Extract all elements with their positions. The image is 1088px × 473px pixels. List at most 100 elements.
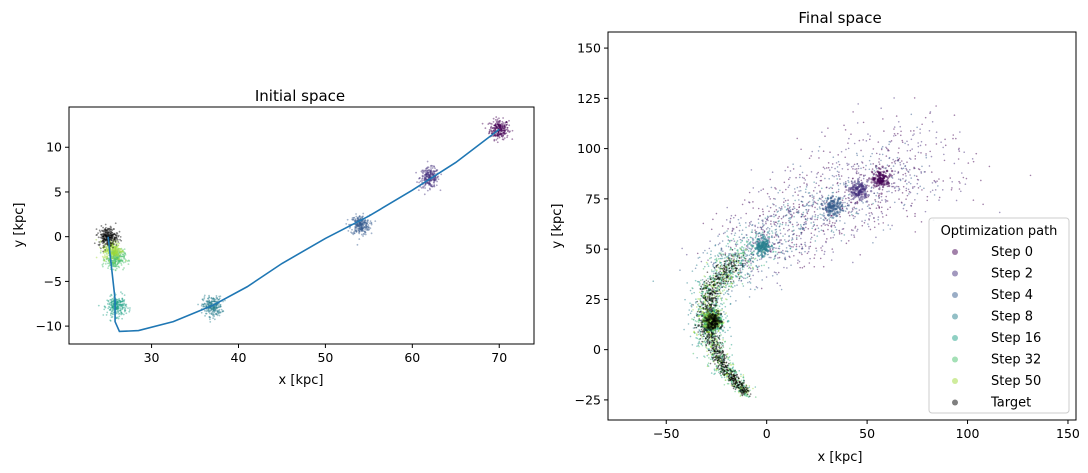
point [111, 306, 113, 308]
point [810, 222, 812, 224]
point [732, 216, 735, 219]
point [433, 165, 435, 168]
point [888, 140, 891, 143]
point [738, 222, 741, 225]
point [913, 130, 915, 132]
point [365, 226, 368, 229]
point [115, 305, 118, 308]
point [113, 253, 115, 256]
point [847, 239, 850, 242]
point [214, 307, 216, 310]
point [505, 123, 508, 126]
point [215, 296, 218, 299]
point [847, 147, 850, 150]
point [110, 235, 113, 238]
point [109, 225, 112, 228]
point [121, 317, 124, 320]
point [357, 218, 360, 220]
point [364, 231, 367, 234]
point [850, 165, 853, 168]
point [212, 309, 215, 312]
point [914, 231, 917, 233]
point [435, 179, 437, 182]
point [818, 145, 821, 148]
point [839, 178, 841, 180]
point [360, 227, 363, 229]
point [865, 214, 868, 216]
point [433, 185, 436, 188]
point [113, 233, 116, 236]
point [218, 311, 221, 314]
point [697, 342, 700, 345]
point [112, 257, 114, 260]
point [210, 313, 213, 315]
point [784, 169, 787, 172]
point [756, 268, 759, 271]
point [115, 245, 118, 248]
point [971, 158, 974, 160]
point [114, 246, 117, 249]
point [755, 286, 758, 288]
point [212, 317, 214, 320]
point [361, 225, 364, 228]
point [787, 224, 790, 227]
point [822, 218, 825, 221]
point [760, 287, 763, 290]
point [938, 178, 940, 180]
point [740, 373, 742, 376]
point [361, 228, 364, 230]
point [115, 258, 118, 261]
point [721, 307, 723, 310]
point [358, 238, 361, 240]
point [120, 300, 122, 303]
point [115, 264, 118, 267]
point [727, 245, 730, 248]
point [689, 335, 692, 338]
optimization-path-line [107, 128, 500, 333]
point [959, 182, 961, 184]
point [216, 313, 219, 315]
point [497, 123, 500, 126]
cluster-step-2 [415, 160, 443, 196]
point [106, 258, 109, 260]
point [779, 232, 782, 235]
point [740, 279, 743, 282]
point [116, 248, 119, 251]
point [112, 261, 115, 264]
point [492, 127, 495, 129]
point [112, 307, 115, 309]
point [495, 125, 498, 128]
point [348, 227, 351, 229]
point [748, 386, 751, 389]
point [713, 272, 715, 275]
point [112, 299, 115, 302]
point [110, 316, 113, 319]
point [492, 129, 495, 132]
point [754, 236, 757, 239]
point [909, 174, 911, 176]
point [729, 359, 731, 362]
point [853, 234, 855, 237]
point [697, 257, 700, 259]
point [109, 236, 112, 239]
point [360, 228, 363, 231]
point [814, 201, 817, 204]
point [113, 250, 116, 253]
point [431, 167, 434, 169]
point [121, 304, 124, 307]
point [852, 208, 854, 211]
point [887, 149, 889, 152]
point [498, 133, 501, 136]
point [724, 305, 727, 308]
point [116, 258, 119, 261]
point [881, 206, 883, 209]
point [921, 123, 923, 126]
point [498, 126, 501, 128]
point [721, 257, 724, 260]
point [209, 318, 211, 321]
point [118, 247, 121, 250]
point [205, 304, 208, 307]
point [748, 221, 751, 224]
point [112, 262, 115, 265]
point [123, 248, 126, 251]
